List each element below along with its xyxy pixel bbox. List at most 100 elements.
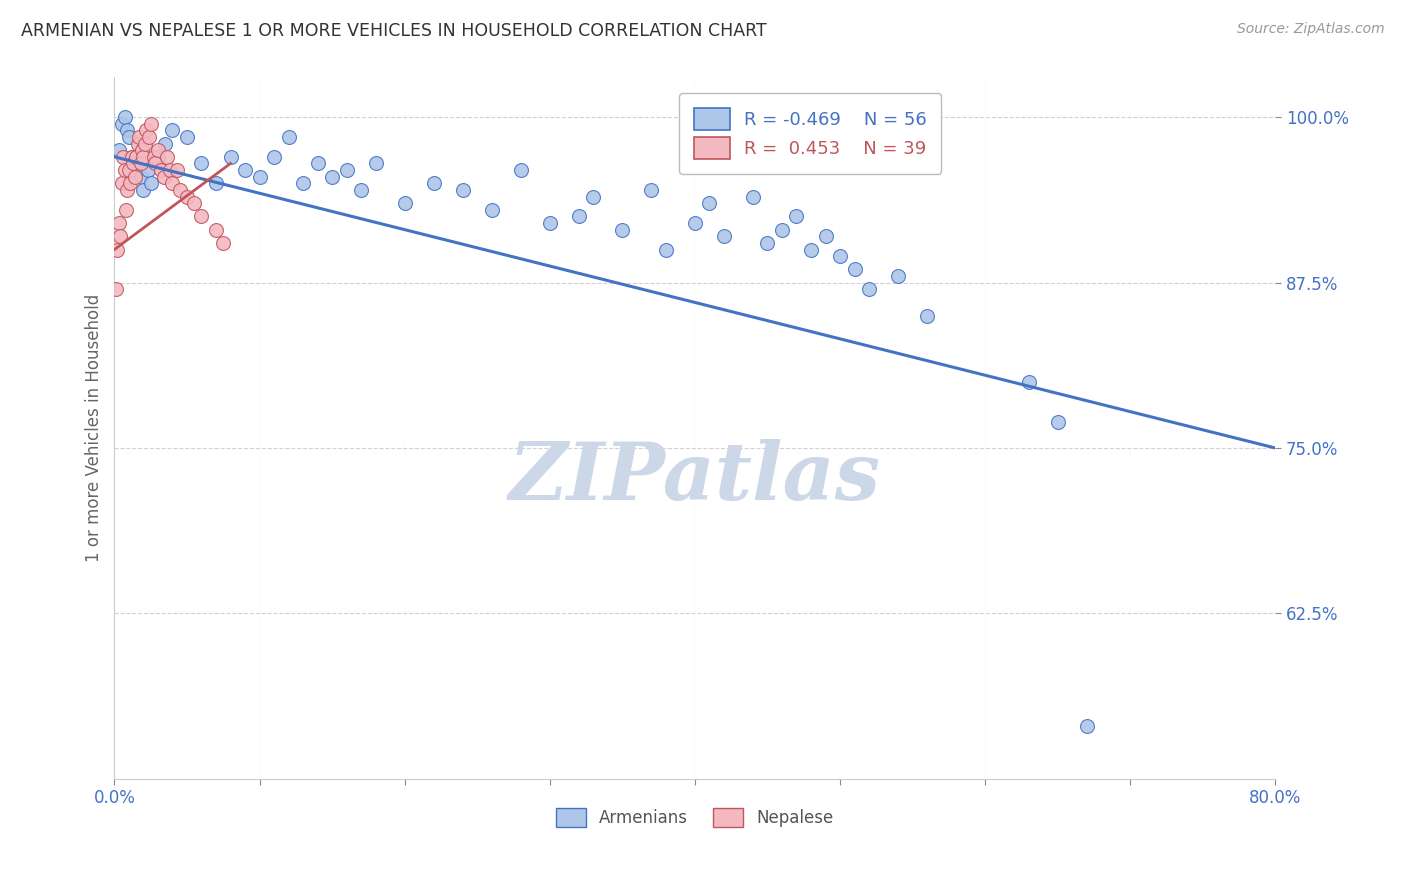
Point [770,222,793,236]
Text: ZIPatlas: ZIPatlas [509,439,882,516]
Point [364,156,387,170]
Point [104,282,127,296]
Point [785,210,807,224]
Point [683,216,706,230]
Point [125,163,148,178]
Point [128,130,150,145]
Point [142,150,165,164]
Point [756,235,779,250]
Point [162,177,184,191]
Point [190,156,212,170]
Point [205,222,228,236]
Point [713,229,735,244]
Point [233,163,256,178]
Point [451,183,474,197]
Point [129,156,152,170]
Point [156,150,179,164]
Point [176,189,198,203]
Point [800,243,823,257]
Point [336,163,359,178]
Point [127,136,149,151]
Point [263,150,285,164]
Legend: Armenians, Nepalese: Armenians, Nepalese [550,801,841,834]
Point [107,143,129,157]
Point [149,163,172,178]
Point [134,136,156,151]
Point [1018,375,1040,389]
Point [159,163,181,178]
Point [742,189,765,203]
Point [1076,719,1098,733]
Point [350,183,373,197]
Point [125,150,148,164]
Point [138,130,160,145]
Point [190,210,212,224]
Point [105,243,128,257]
Point [277,130,299,145]
Point [509,163,531,178]
Point [183,196,205,211]
Point [121,150,143,164]
Point [153,136,176,151]
Point [143,156,166,170]
Point [135,123,157,137]
Point [129,169,152,184]
Point [124,169,146,184]
Point [422,177,444,191]
Point [814,229,837,244]
Point [136,163,159,178]
Point [828,249,851,263]
Point [321,169,343,184]
Point [146,143,169,157]
Point [162,123,184,137]
Point [307,156,329,170]
Point [132,150,155,164]
Point [1046,415,1069,429]
Point [121,150,143,164]
Point [699,196,721,211]
Point [176,130,198,145]
Point [481,202,503,217]
Point [640,183,662,197]
Point [114,110,136,124]
Point [394,196,416,211]
Point [582,189,605,203]
Point [110,229,132,244]
Point [169,183,191,197]
Point [114,163,136,178]
Point [139,177,162,191]
Point [538,216,561,230]
Point [131,143,153,157]
Y-axis label: 1 or more Vehicles in Household: 1 or more Vehicles in Household [86,294,103,562]
Point [139,117,162,131]
Point [115,202,138,217]
Point [887,268,910,283]
Point [152,169,174,184]
Point [292,177,315,191]
Point [858,282,880,296]
Point [111,117,134,131]
Point [915,309,938,323]
Point [219,150,242,164]
Point [844,262,866,277]
Point [118,163,141,178]
Text: ARMENIAN VS NEPALESE 1 OR MORE VEHICLES IN HOUSEHOLD CORRELATION CHART: ARMENIAN VS NEPALESE 1 OR MORE VEHICLES … [21,22,766,40]
Point [568,210,591,224]
Text: Source: ZipAtlas.com: Source: ZipAtlas.com [1237,22,1385,37]
Point [205,177,228,191]
Point [112,150,135,164]
Point [120,177,142,191]
Point [249,169,271,184]
Point [655,243,678,257]
Point [132,183,155,197]
Point [117,123,139,137]
Point [122,156,145,170]
Point [146,150,169,164]
Point [111,177,134,191]
Point [212,235,235,250]
Point [612,222,634,236]
Point [117,183,139,197]
Point [166,163,188,178]
Point [107,216,129,230]
Point [118,130,141,145]
